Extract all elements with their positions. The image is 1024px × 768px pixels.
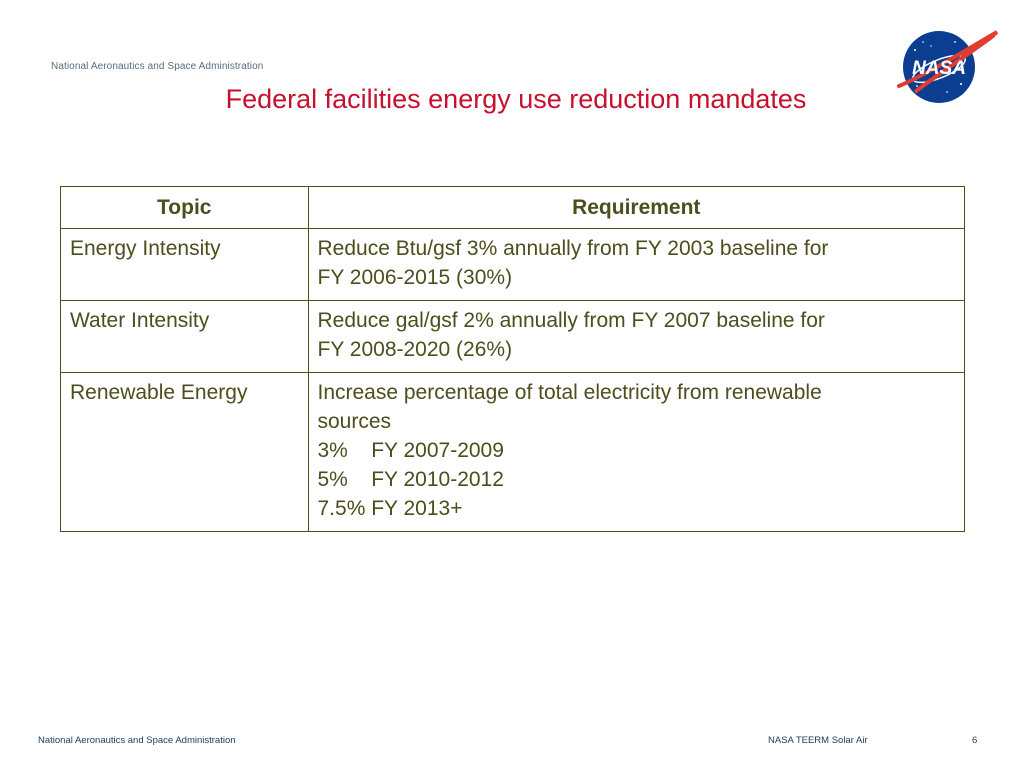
requirement-line: 3% FY 2007-2009: [317, 439, 504, 462]
requirement-line: FY 2008-2020 (26%): [317, 338, 513, 361]
table-row: Renewable Energy Increase percentage of …: [60, 372, 965, 532]
topic-cell: Renewable Energy: [60, 372, 309, 532]
footer-presentation-name: NASA TEERM Solar Air: [768, 735, 868, 746]
requirements-table: Topic Requirement Energy Intensity Reduc…: [60, 186, 965, 532]
nasa-logo-icon: NASA: [897, 30, 999, 103]
requirement-cell: Increase percentage of total electricity…: [307, 372, 965, 532]
logo-stars: [914, 41, 964, 93]
header-topic: Topic: [60, 186, 309, 229]
requirement-line: FY 2006-2015 (30%): [317, 266, 513, 289]
topic-cell: Water Intensity: [60, 300, 309, 373]
requirement-line: 7.5% FY 2013+: [317, 497, 463, 520]
footer-org-name: National Aeronautics and Space Administr…: [38, 735, 236, 746]
table-header-row: Topic Requirement: [60, 186, 965, 229]
requirement-line: 5% FY 2010-2012: [317, 468, 504, 491]
requirement-cell: Reduce gal/gsf 2% annually from FY 2007 …: [307, 300, 965, 373]
requirement-line: Reduce Btu/gsf 3% annually from FY 2003 …: [317, 237, 829, 260]
requirement-cell: Reduce Btu/gsf 3% annually from FY 2003 …: [307, 228, 965, 301]
table-row: Water Intensity Reduce gal/gsf 2% annual…: [60, 300, 965, 373]
page-number: 6: [972, 735, 978, 746]
logo-vector-chevron: [897, 30, 999, 94]
logo-text: NASA: [912, 58, 966, 79]
requirement-line: Reduce gal/gsf 2% annually from FY 2007 …: [317, 309, 825, 332]
slide-title: Federal facilities energy use reduction …: [225, 84, 807, 114]
table-row: Energy Intensity Reduce Btu/gsf 3% annua…: [60, 228, 965, 301]
header-org-name: National Aeronautics and Space Administr…: [51, 61, 264, 72]
requirement-line: sources: [317, 410, 392, 433]
topic-cell: Energy Intensity: [60, 228, 309, 301]
header-requirement: Requirement: [307, 186, 965, 229]
requirement-line: Increase percentage of total electricity…: [317, 381, 822, 404]
